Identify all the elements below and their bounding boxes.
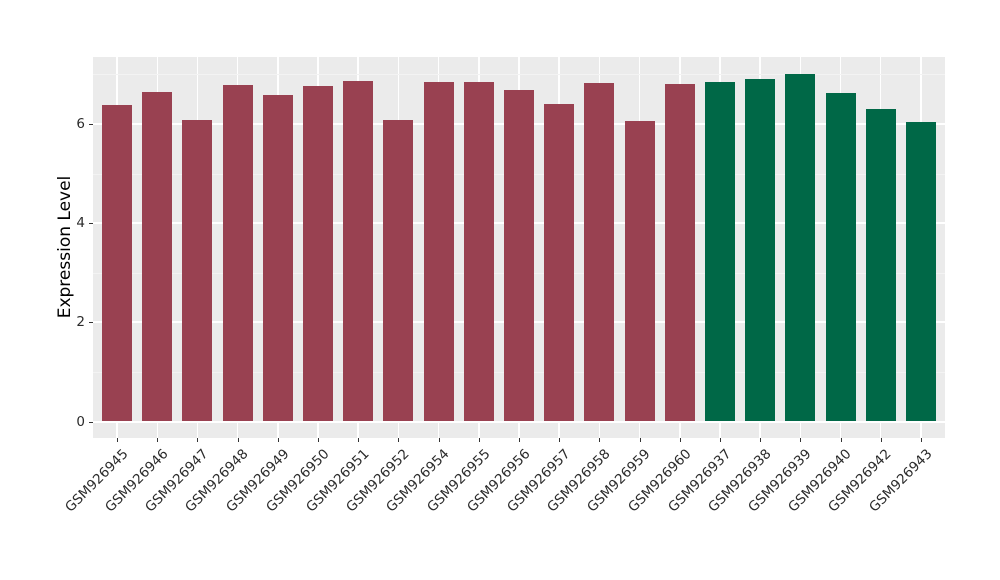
y-tick-label: 6	[76, 115, 85, 132]
x-tick	[840, 438, 842, 442]
x-tick	[197, 438, 199, 442]
bar-GSM926955	[463, 81, 494, 422]
x-tick	[519, 438, 520, 442]
x-tick	[920, 438, 922, 442]
x-tick	[760, 438, 762, 442]
bar-GSM926952	[383, 120, 414, 422]
y-tick	[89, 421, 93, 423]
y-tick	[89, 322, 93, 324]
bar-GSM926957	[544, 103, 575, 422]
bar-GSM926940	[825, 93, 856, 422]
y-tick-label: 4	[76, 215, 85, 232]
x-tick	[318, 438, 320, 442]
bar-GSM926958	[584, 82, 615, 422]
bar-GSM926939	[785, 73, 816, 422]
x-tick	[438, 438, 440, 442]
bar-GSM926954	[423, 81, 454, 422]
gridline-major	[93, 420, 945, 423]
x-tick	[800, 438, 802, 442]
y-tick-label: 0	[76, 413, 85, 430]
x-tick	[157, 438, 159, 442]
y-tick	[89, 123, 93, 125]
bar-GSM926946	[142, 92, 173, 422]
y-tick	[89, 223, 93, 225]
bar-GSM926938	[745, 79, 776, 422]
x-tick	[358, 438, 360, 442]
y-tick-label: 2	[76, 314, 85, 331]
plot-panel	[93, 57, 945, 438]
bar-GSM926960	[664, 83, 695, 422]
bar-GSM926943	[905, 122, 936, 422]
bar-GSM926947	[182, 120, 213, 422]
bar-GSM926956	[504, 90, 534, 422]
bar-GSM926937	[704, 82, 735, 422]
bar-GSM926948	[222, 84, 253, 422]
bar-GSM926950	[303, 85, 334, 422]
x-tick	[599, 438, 601, 442]
x-tick	[398, 438, 400, 442]
bar-GSM926949	[262, 94, 293, 422]
x-tick	[679, 438, 681, 442]
y-axis-title: Expression Level	[55, 175, 75, 319]
bar-GSM926942	[865, 108, 896, 422]
x-tick	[117, 438, 119, 442]
x-tick	[277, 438, 279, 442]
gridline-minor	[93, 74, 945, 76]
x-tick	[478, 438, 480, 442]
bar-GSM926945	[102, 104, 133, 422]
x-tick	[237, 438, 239, 442]
x-tick	[559, 438, 561, 442]
x-tick	[719, 438, 721, 442]
bar-GSM926951	[343, 81, 374, 422]
x-tick	[639, 438, 641, 442]
x-tick	[880, 438, 882, 442]
bar-GSM926959	[624, 120, 655, 422]
